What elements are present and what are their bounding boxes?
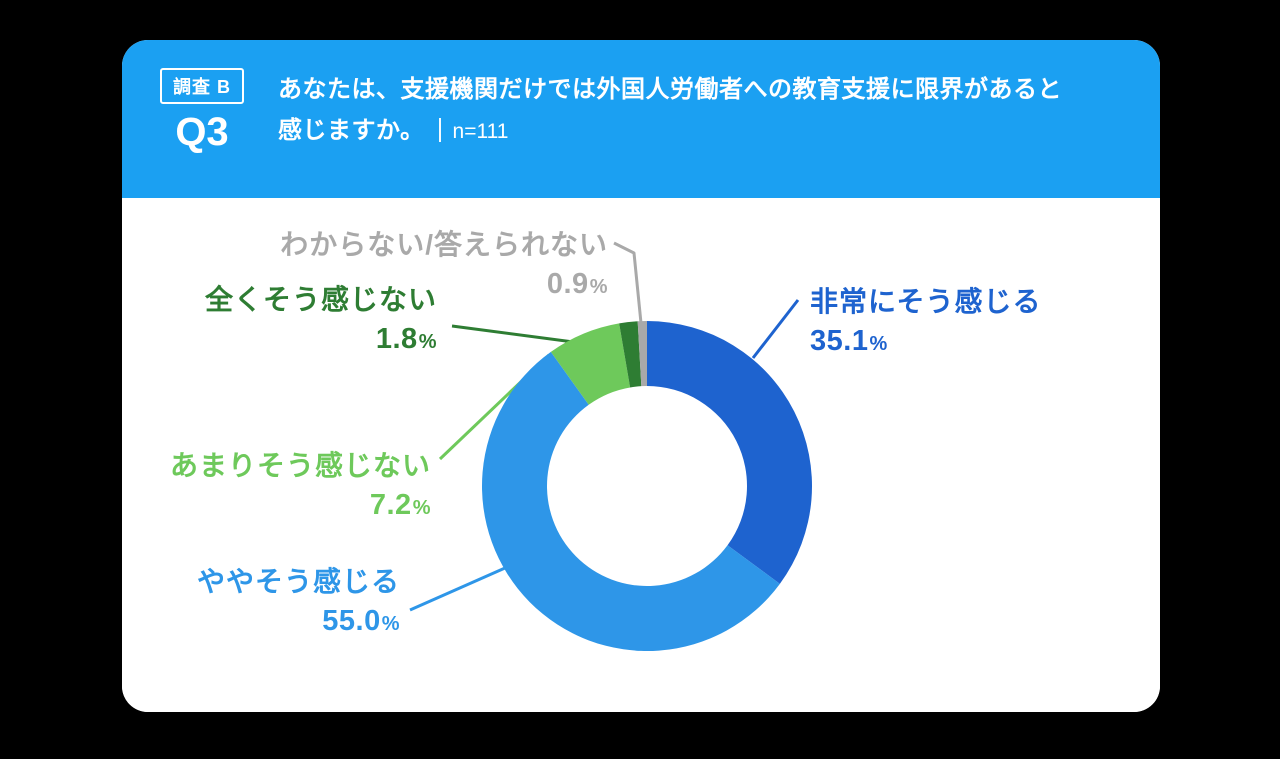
donut-slice-1 bbox=[481, 351, 780, 652]
label-strongly-agree-value: 35.1% bbox=[810, 325, 888, 357]
leader-line-somewhat-agree bbox=[409, 566, 506, 612]
label-dont-know-value: 0.9% bbox=[546, 268, 608, 300]
leader-line-dont-know bbox=[613, 241, 643, 324]
label-strongly-disagree-name: 全くそう感じない bbox=[204, 284, 437, 315]
label-somewhat-disagree-value: 7.2% bbox=[369, 489, 431, 521]
donut-slices bbox=[481, 321, 813, 652]
donut-slice-2 bbox=[550, 323, 631, 405]
label-dont-know: わからない/答えられない 0.9% bbox=[280, 227, 608, 302]
donut-slice-0 bbox=[647, 321, 813, 584]
label-strongly-agree-name: 非常にそう感じる bbox=[810, 286, 1042, 317]
label-dont-know-name: わからない/答えられない bbox=[280, 229, 608, 260]
separator-bar bbox=[438, 117, 441, 142]
donut-slice-4 bbox=[637, 321, 647, 387]
label-strongly-disagree-value: 1.8% bbox=[375, 323, 437, 355]
leader-line-strongly-agree bbox=[751, 299, 800, 359]
chart-area: わからない/答えられない 0.9% 全くそう感じない 1.8% 非常にそう感じる… bbox=[122, 198, 1160, 712]
donut-chart-svg bbox=[409, 241, 813, 652]
label-somewhat-agree-value: 55.0% bbox=[322, 605, 400, 637]
label-somewhat-disagree-name: あまりそう感じない bbox=[169, 450, 431, 481]
donut-slice-3 bbox=[619, 321, 642, 388]
label-somewhat-agree: ややそう感じる 55.0% bbox=[197, 564, 400, 639]
question-id-block: 調査 B Q3 bbox=[150, 68, 254, 153]
label-strongly-disagree: 全くそう感じない 1.8% bbox=[205, 282, 437, 357]
question-line-1: あなたは、支援機関だけでは外国人労働者への教育支援に限界があると bbox=[278, 76, 1062, 103]
question-number: Q3 bbox=[175, 110, 229, 154]
label-somewhat-disagree: あまりそう感じない 7.2% bbox=[170, 448, 431, 523]
card-header: 調査 B Q3 あなたは、支援機関だけでは外国人労働者への教育支援に限界があると… bbox=[122, 40, 1160, 198]
survey-card: 調査 B Q3 あなたは、支援機関だけでは外国人労働者への教育支援に限界があると… bbox=[122, 40, 1160, 712]
question-line-2-row: 感じますか。 n=111 bbox=[278, 111, 1062, 152]
label-strongly-agree: 非常にそう感じる 35.1% bbox=[810, 284, 1041, 359]
label-somewhat-agree-name: ややそう感じる bbox=[196, 566, 400, 597]
question-text: あなたは、支援機関だけでは外国人労働者への教育支援に限界があると 感じますか。 n… bbox=[278, 68, 1062, 152]
question-line-2: 感じますか。 bbox=[278, 116, 425, 144]
sample-size: n=111 bbox=[452, 119, 509, 143]
survey-badge: 調査 B bbox=[160, 68, 244, 104]
